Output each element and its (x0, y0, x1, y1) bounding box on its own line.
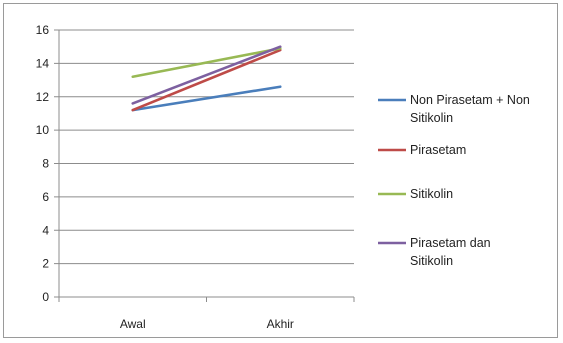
y-tick-label: 2 (42, 257, 49, 271)
legend: Non Pirasetam + Non Sitikolin Pirasetam Sit… (378, 93, 530, 268)
y-tick-label: 6 (42, 190, 49, 204)
legend-item-4: Pirasetam dan Sitikolin (378, 236, 491, 268)
y-tick-label: 10 (36, 123, 50, 137)
series-line-2 (131, 48, 282, 112)
legend-label: Sitikolin (410, 187, 453, 201)
axes (54, 29, 355, 302)
legend-item-1: Non Pirasetam + Non Sitikolin (378, 93, 530, 125)
x-tick-label: Akhir (267, 317, 294, 331)
chart-frame (3, 3, 558, 338)
y-tick-label: 4 (42, 223, 49, 237)
legend-label: Pirasetam dan (410, 236, 491, 250)
y-tick-label: 12 (36, 90, 50, 104)
legend-item-3: Sitikolin (378, 187, 453, 201)
legend-label: Non Pirasetam + Non (410, 93, 530, 107)
y-tick-label: 16 (36, 23, 50, 37)
series-line-4 (131, 45, 282, 105)
y-tick-labels: 0 2 4 6 8 10 12 14 16 (36, 23, 50, 304)
y-tick-label: 8 (42, 157, 49, 171)
legend-label: Sitikolin (410, 111, 453, 125)
x-tick-label: Awal (120, 317, 146, 331)
legend-label: Sitikolin (410, 254, 453, 268)
gridlines (59, 29, 354, 265)
legend-label: Pirasetam (410, 143, 466, 157)
y-tick-label: 0 (42, 290, 49, 304)
series-line-1 (131, 85, 282, 112)
series-line-3 (131, 47, 282, 79)
legend-item-2: Pirasetam (378, 143, 466, 157)
y-tick-label: 14 (36, 56, 50, 70)
x-tick-labels: Awal Akhir (120, 317, 294, 331)
series-lines (131, 45, 282, 112)
